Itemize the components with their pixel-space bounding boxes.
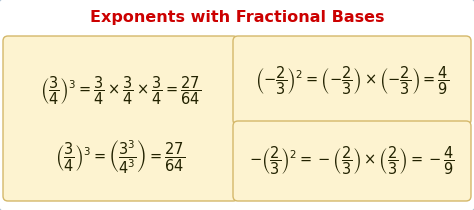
Text: $\left(\dfrac{3}{4}\right)^{3}=\dfrac{3}{4}\times\dfrac{3}{4}\times\dfrac{3}{4}=: $\left(\dfrac{3}{4}\right)^{3}=\dfrac{3}… <box>40 74 201 107</box>
Text: $-\left(\dfrac{2}{3}\right)^{2}=-\left(\dfrac{2}{3}\right)\times\left(\dfrac{2}{: $-\left(\dfrac{2}{3}\right)^{2}=-\left(\… <box>249 145 455 177</box>
Text: $\left(\dfrac{3}{4}\right)^{3}=\left(\dfrac{3^3}{4^3}\right)=\dfrac{27}{64}$: $\left(\dfrac{3}{4}\right)^{3}=\left(\df… <box>55 138 186 176</box>
Text: Exponents with Fractional Bases: Exponents with Fractional Bases <box>90 10 384 25</box>
FancyBboxPatch shape <box>3 36 238 201</box>
Text: $\left(-\dfrac{2}{3}\right)^{2}=\left(-\dfrac{2}{3}\right)\times\left(-\dfrac{2}: $\left(-\dfrac{2}{3}\right)^{2}=\left(-\… <box>255 64 449 97</box>
FancyBboxPatch shape <box>233 36 471 125</box>
FancyBboxPatch shape <box>233 121 471 201</box>
